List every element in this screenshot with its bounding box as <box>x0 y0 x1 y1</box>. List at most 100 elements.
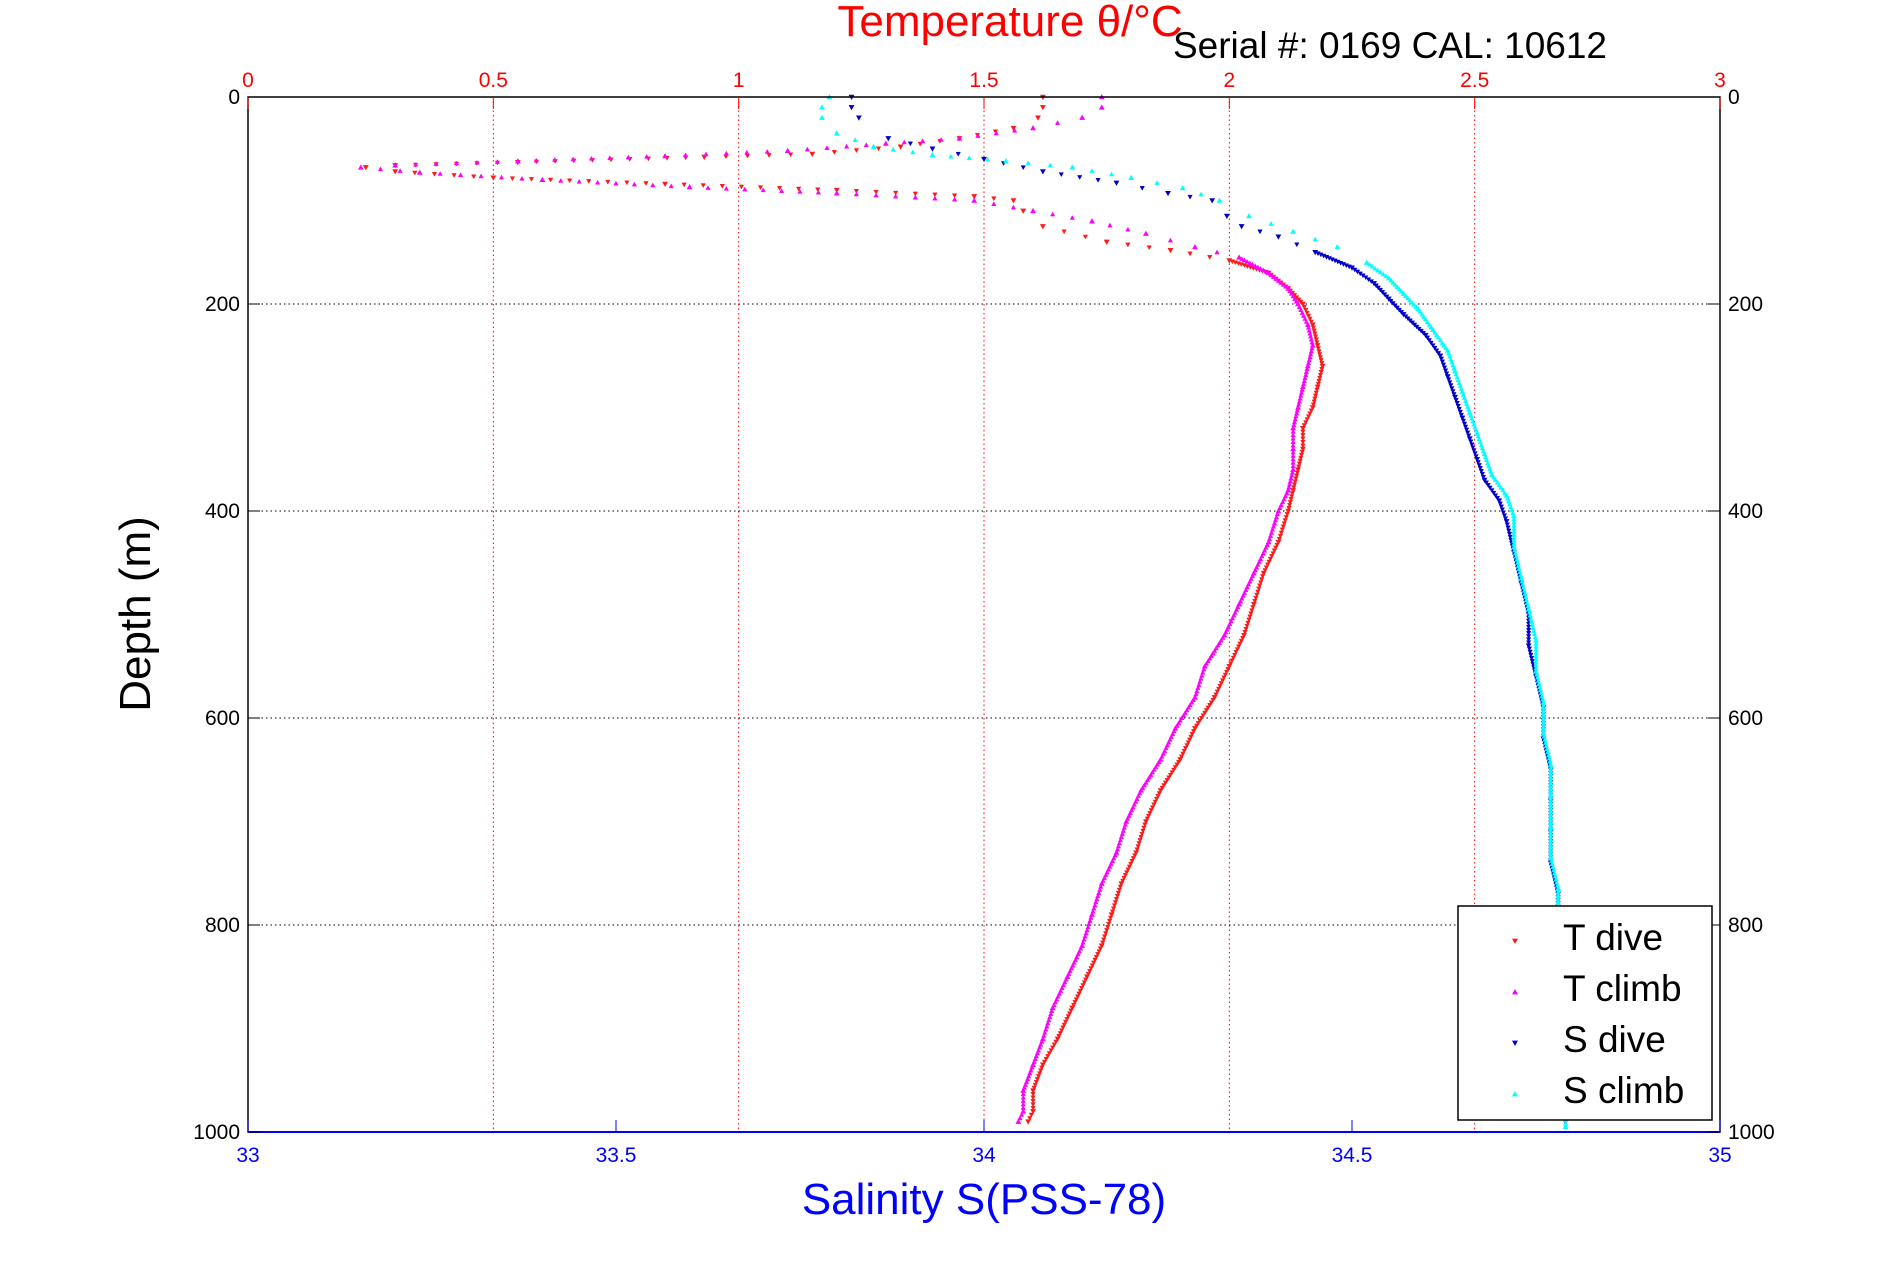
data-point <box>1195 721 1201 726</box>
data-point <box>1256 586 1262 592</box>
data-point <box>1031 1085 1037 1091</box>
data-point <box>1263 268 1269 274</box>
data-point <box>1166 775 1172 781</box>
data-point <box>1254 592 1260 598</box>
data-point <box>1463 427 1470 433</box>
data-point <box>1468 439 1474 445</box>
data-point <box>471 174 477 180</box>
data-point <box>1372 265 1378 271</box>
data-point <box>1492 477 1499 482</box>
data-point <box>1154 180 1160 185</box>
data-point <box>1191 729 1197 734</box>
data-point <box>1089 963 1096 969</box>
data-point <box>1142 822 1148 828</box>
data-point <box>1182 710 1188 715</box>
data-point <box>1366 261 1373 267</box>
data-point <box>1190 697 1196 702</box>
data-point <box>1444 371 1450 377</box>
data-point <box>1236 644 1242 650</box>
data-point <box>1107 222 1113 228</box>
depth-tick-label-left: 600 <box>205 707 240 730</box>
data-point <box>1287 288 1293 294</box>
data-point <box>1440 362 1447 368</box>
data-point <box>1156 791 1162 796</box>
data-point <box>1471 448 1477 454</box>
data-point <box>1124 870 1130 876</box>
depth-axis-title: Depth (m) <box>111 516 160 712</box>
data-point <box>991 196 997 202</box>
data-point <box>625 154 631 160</box>
data-point <box>901 139 907 145</box>
data-point <box>1151 767 1157 772</box>
data-point <box>605 179 611 185</box>
data-point <box>1290 488 1297 494</box>
data-point <box>1020 208 1027 214</box>
data-point <box>519 175 525 181</box>
data-point <box>1133 850 1140 856</box>
data-point <box>1010 198 1017 204</box>
data-point <box>1290 293 1296 299</box>
data-point <box>1247 260 1253 266</box>
data-point <box>1161 783 1167 788</box>
data-point <box>993 130 999 136</box>
data-point <box>1478 469 1484 474</box>
salinity-axis-title: Salinity S(PSS-78) <box>802 1175 1166 1224</box>
data-point <box>1525 643 1532 649</box>
data-point <box>1257 583 1263 589</box>
data-point <box>1314 343 1321 349</box>
data-point <box>1125 867 1131 873</box>
data-point <box>1238 638 1245 644</box>
data-point <box>1268 221 1274 226</box>
data-point <box>1136 841 1142 846</box>
data-point <box>1309 405 1316 411</box>
data-point <box>1067 1011 1073 1017</box>
data-point <box>1316 349 1322 355</box>
data-point <box>1310 402 1317 408</box>
data-point <box>1178 754 1185 760</box>
data-point <box>1460 418 1467 424</box>
data-point <box>1286 506 1292 511</box>
data-point <box>1095 952 1101 957</box>
data-point <box>1030 1109 1036 1115</box>
temperature-tick-label: 0.5 <box>479 69 508 92</box>
data-point <box>1310 325 1317 331</box>
data-point <box>1156 759 1162 764</box>
data-point <box>1181 748 1187 754</box>
data-point <box>1084 974 1090 980</box>
data-point <box>1260 570 1267 577</box>
data-point <box>1502 490 1508 495</box>
data-point <box>1153 764 1159 770</box>
legend-label-s-dive: S dive <box>1563 1019 1666 1060</box>
data-point <box>1434 348 1440 354</box>
salinity-tick-label: 33 <box>236 1144 259 1167</box>
data-point <box>1187 702 1193 708</box>
data-point <box>1529 659 1535 664</box>
data-point <box>552 157 558 162</box>
data-point <box>1288 290 1295 296</box>
data-point <box>1039 1062 1046 1068</box>
data-point <box>1050 211 1056 217</box>
data-point <box>1039 169 1046 175</box>
data-point <box>1034 1077 1041 1082</box>
data-point <box>1114 894 1121 899</box>
data-point <box>1375 267 1381 273</box>
data-point <box>1218 637 1224 643</box>
data-point <box>1453 398 1459 403</box>
data-point <box>1222 672 1228 678</box>
data-point <box>1312 396 1318 402</box>
data-point <box>723 150 730 156</box>
data-point <box>1176 720 1182 726</box>
legend-marker-t-climb <box>1512 989 1518 995</box>
data-point <box>1315 381 1321 387</box>
data-point <box>1232 652 1238 658</box>
data-point <box>1241 257 1248 263</box>
data-point <box>1317 372 1324 378</box>
depth-tick-label-left: 1000 <box>193 1121 240 1144</box>
data-point <box>1198 715 1205 721</box>
data-point <box>1415 306 1422 312</box>
data-point <box>1334 244 1341 250</box>
data-point <box>703 151 709 157</box>
data-point <box>1139 186 1145 191</box>
data-point <box>1085 971 1092 977</box>
data-point <box>1301 304 1307 310</box>
